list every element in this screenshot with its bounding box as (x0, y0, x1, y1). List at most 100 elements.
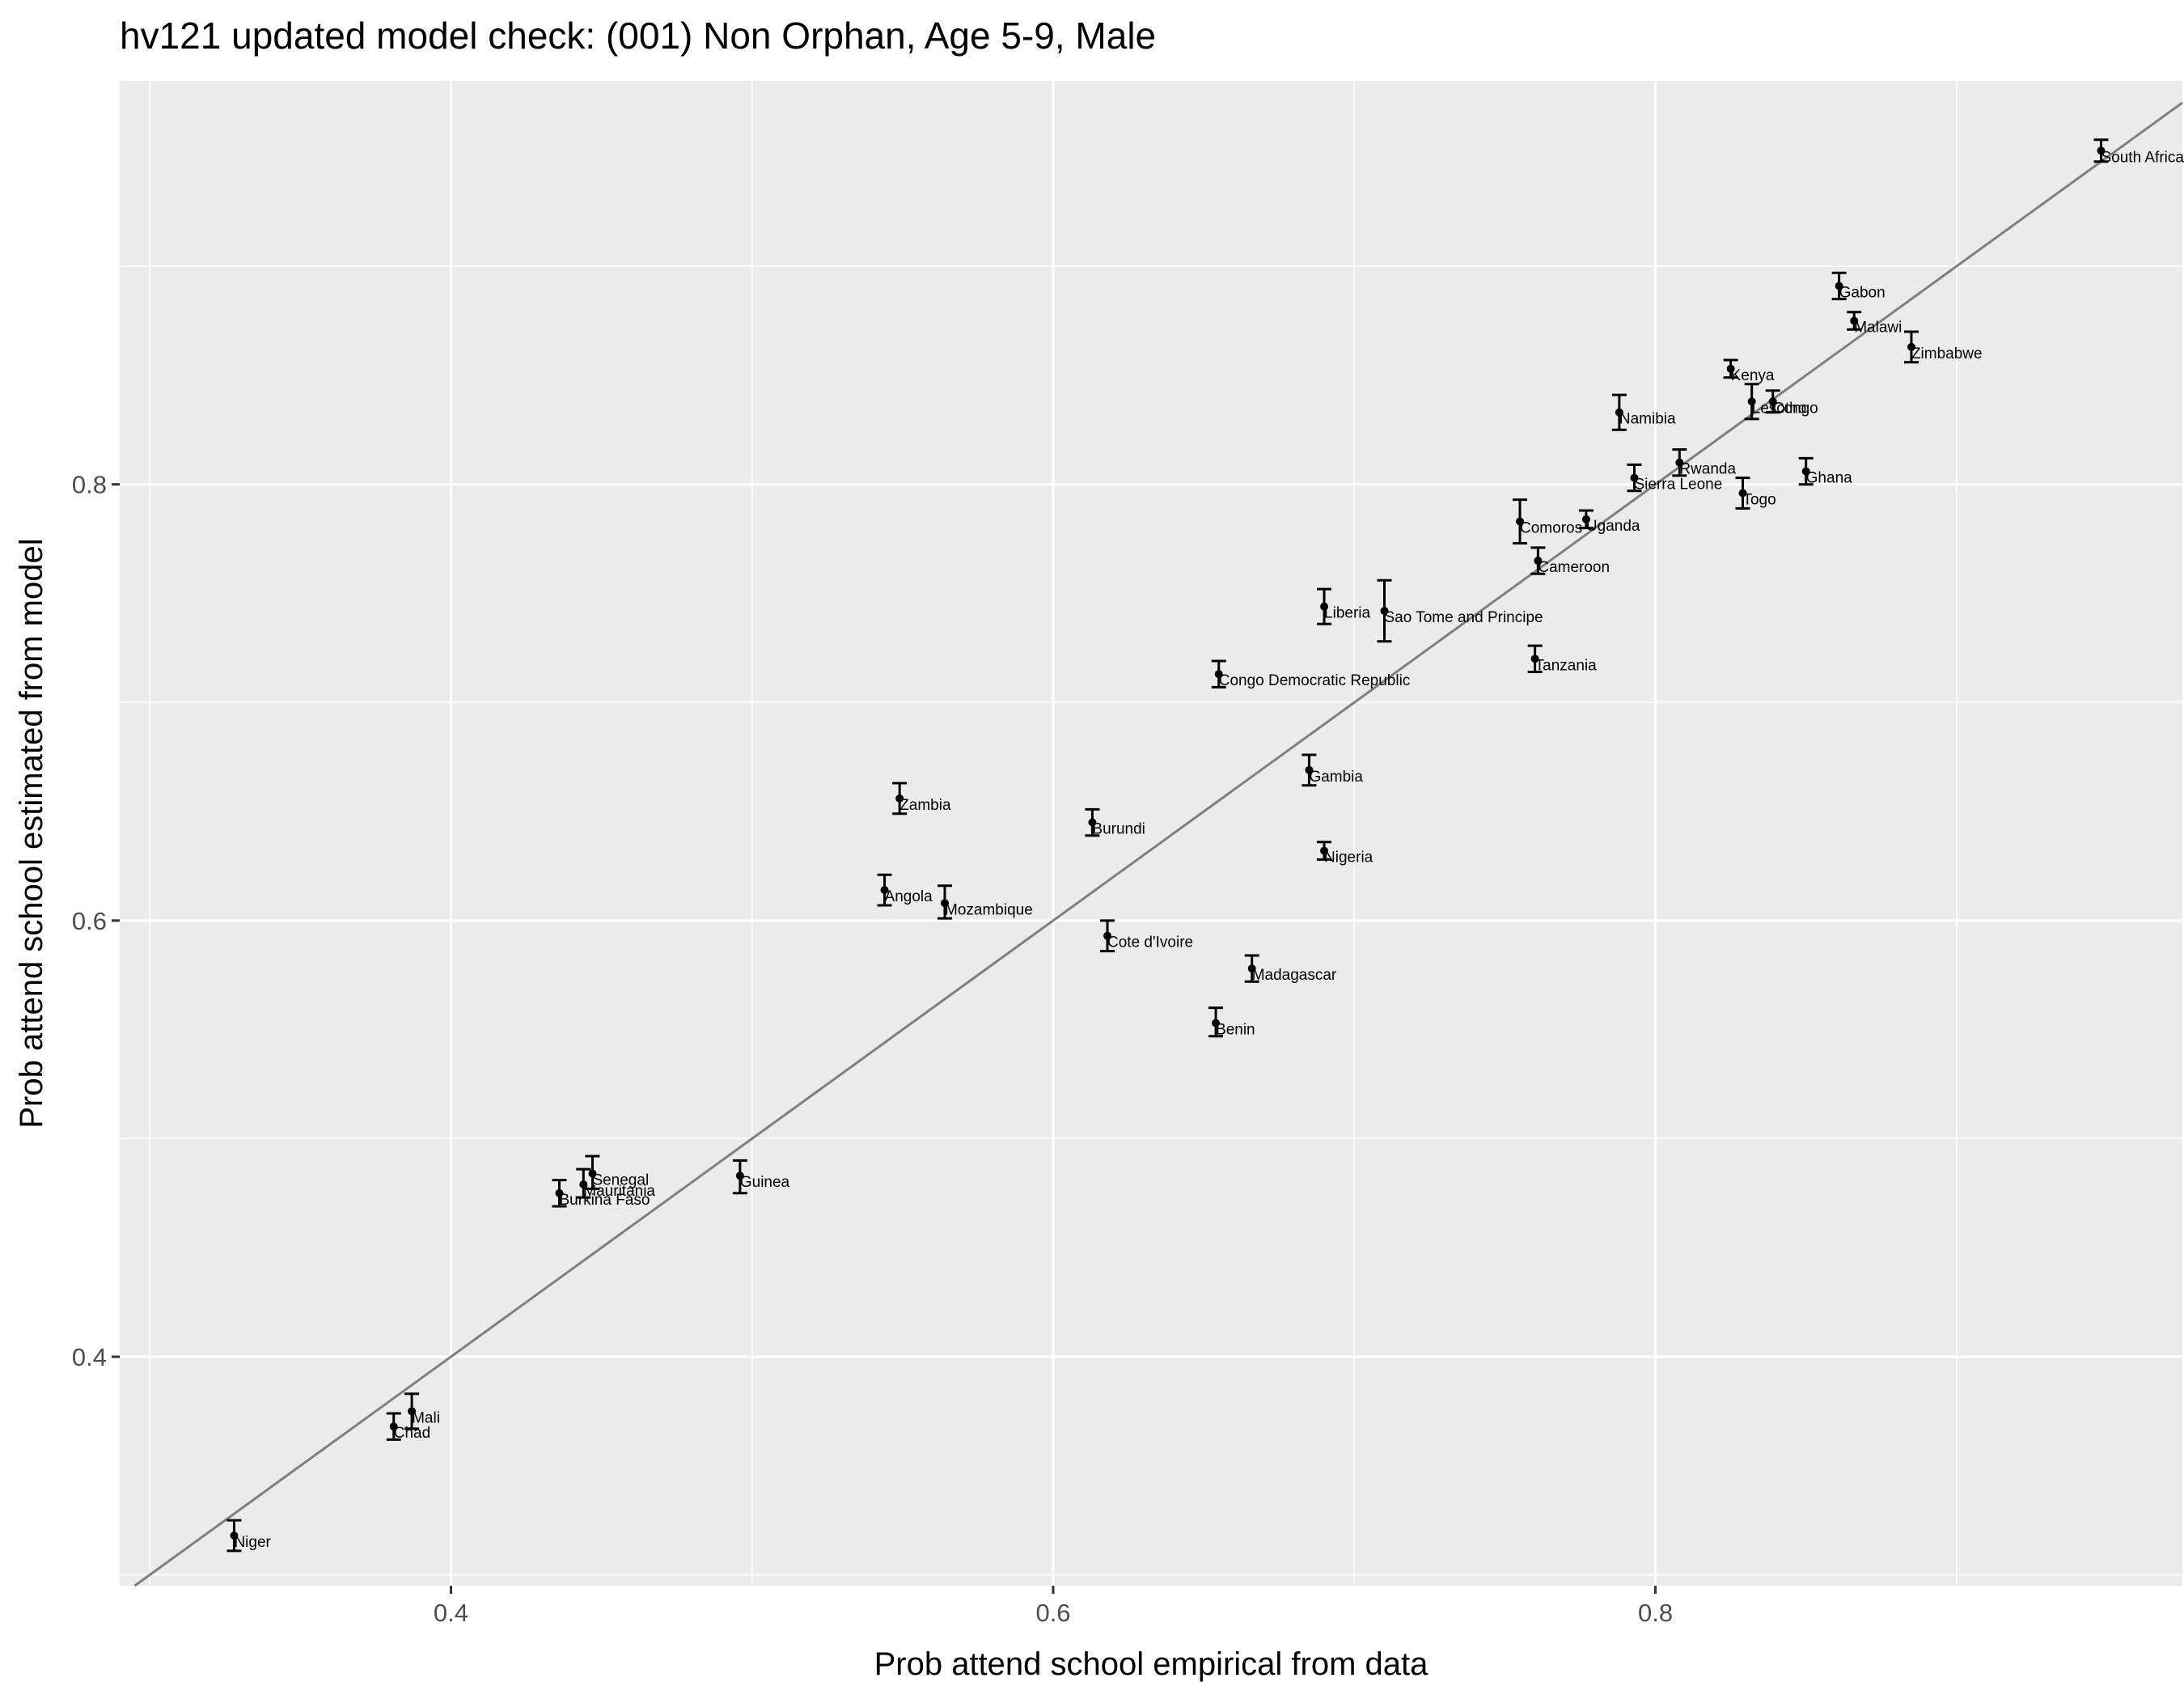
data-point (1534, 557, 1543, 566)
data-point-label: Madagascar (1252, 967, 1337, 984)
data-point-group: Malawi (1847, 311, 1902, 337)
x-tick-label: 0.8 (1638, 1599, 1673, 1627)
data-point (1747, 397, 1756, 406)
data-point (1516, 517, 1525, 526)
data-point-label: Kenya (1731, 367, 1775, 384)
data-point-label: Mali (412, 1409, 440, 1426)
data-point-group: Congo (1765, 389, 1818, 417)
data-point-group: Rwanda (1672, 448, 1736, 478)
data-point (1738, 489, 1747, 498)
data-point-group: Cote d'Ivoire (1100, 919, 1193, 953)
data-point (1675, 458, 1684, 467)
data-point (941, 899, 949, 908)
data-point (588, 1169, 597, 1178)
data-point-label: Niger (234, 1534, 271, 1551)
data-point-group: Burundi (1085, 807, 1145, 838)
data-point-label: Cameroon (1538, 559, 1610, 576)
data-point-label: Malawi (1854, 320, 1902, 337)
data-point-group: Mali (404, 1392, 440, 1430)
x-tick-label: 0.6 (1035, 1599, 1070, 1627)
data-point-label: Mozambique (945, 901, 1033, 918)
data-point-label: Zimbabwe (1911, 345, 1983, 362)
x-tick-label: 0.4 (434, 1599, 468, 1627)
data-point-label: Congo Democratic Republic (1219, 672, 1411, 689)
data-point-group: Guinea (732, 1159, 790, 1195)
y-tick-label: 0.8 (72, 471, 107, 499)
data-point-label: Namibia (1619, 411, 1676, 428)
data-point (880, 886, 889, 895)
data-point (1530, 655, 1539, 663)
data-point-label: Uganda (1586, 518, 1640, 535)
data-point-label: Zambia (899, 797, 951, 814)
data-point-label: Congo (1773, 400, 1818, 417)
data-point-group: Sao Tome and Principe (1377, 578, 1543, 643)
data-point-group: Sierra Leone (1627, 463, 1722, 494)
data-point (1320, 602, 1329, 611)
data-point (1581, 515, 1590, 523)
data-point (1214, 670, 1223, 679)
y-tick-label: 0.6 (72, 907, 107, 935)
data-point-label: Burkina Faso (560, 1192, 650, 1209)
data-point (735, 1172, 744, 1180)
data-point-group: Nigeria (1317, 841, 1373, 866)
data-point-group: Niger (226, 1519, 272, 1553)
data-point-label: Guinea (740, 1174, 790, 1191)
data-point (1247, 964, 1256, 973)
data-point (230, 1532, 239, 1540)
data-point-label: Rwanda (1679, 461, 1736, 478)
data-point (389, 1422, 398, 1431)
data-point-group: Togo (1735, 477, 1776, 510)
data-point (895, 794, 904, 803)
data-point-label: Gabon (1839, 284, 1886, 301)
data-point-group: Comoros (1513, 498, 1582, 544)
data-point (1212, 1019, 1221, 1027)
data-point-group: Kenya (1723, 358, 1775, 384)
data-point (2097, 146, 2106, 155)
data-point-label: Tanzania (1535, 657, 1597, 674)
data-point-group: Zimbabwe (1903, 330, 1983, 364)
grid-lines (120, 81, 2182, 1586)
data-point-group: Madagascar (1244, 954, 1337, 984)
data-point-group: Tanzania (1527, 644, 1597, 674)
data-point-label: Gambia (1309, 769, 1363, 786)
data-point-group: Ghana (1798, 456, 1852, 487)
data-point (1615, 408, 1623, 417)
data-point-group: Gambia (1302, 753, 1363, 787)
data-point-group: Benin (1208, 1006, 1255, 1039)
data-point-label: Mauritania (583, 1183, 655, 1200)
data-point-label: Benin (1216, 1022, 1255, 1039)
data-point (555, 1188, 564, 1197)
data-point-label: Senegal (592, 1172, 649, 1189)
data-point-label: Angola (885, 888, 933, 905)
data-point-label: Sao Tome and Principe (1385, 609, 1543, 626)
data-point-group: Namibia (1611, 393, 1676, 431)
data-point-group: South Africa (2093, 138, 2184, 166)
data-point-label: Nigeria (1324, 850, 1373, 866)
y-tick-label: 0.4 (72, 1343, 107, 1371)
axis-ticks: 0.4 0.6 0.8 0.4 0.6 0.8 (72, 471, 1673, 1627)
reference-line (133, 101, 2183, 1587)
data-point-label: Liberia (1324, 605, 1370, 622)
data-point-group: Angola (877, 873, 933, 907)
data-point-group: Lesotho (1744, 383, 1807, 421)
data-point-label: Cote d'Ivoire (1107, 934, 1193, 951)
data-point (1088, 818, 1097, 827)
data-point-group: Cameroon (1530, 546, 1610, 576)
plot-panel (120, 81, 2182, 1586)
data-point-group: Gabon (1831, 271, 1886, 301)
data-point-group: Uganda (1578, 509, 1640, 535)
data-point (1768, 397, 1777, 406)
data-point (1907, 342, 1915, 351)
data-point (408, 1407, 417, 1416)
data-point (1380, 607, 1389, 616)
data-point-label: Ghana (1806, 470, 1852, 487)
data-point-label: Comoros (1520, 520, 1582, 537)
data-point-label: Sierra Leone (1634, 477, 1722, 494)
y-axis-label: Prob attend school estimated from model (14, 538, 49, 1128)
data-point-group: Liberia (1317, 587, 1371, 625)
data-point (579, 1180, 588, 1188)
data-point-label: Lesotho (1752, 400, 1807, 417)
data-point (1305, 765, 1314, 774)
data-point (1850, 316, 1859, 325)
